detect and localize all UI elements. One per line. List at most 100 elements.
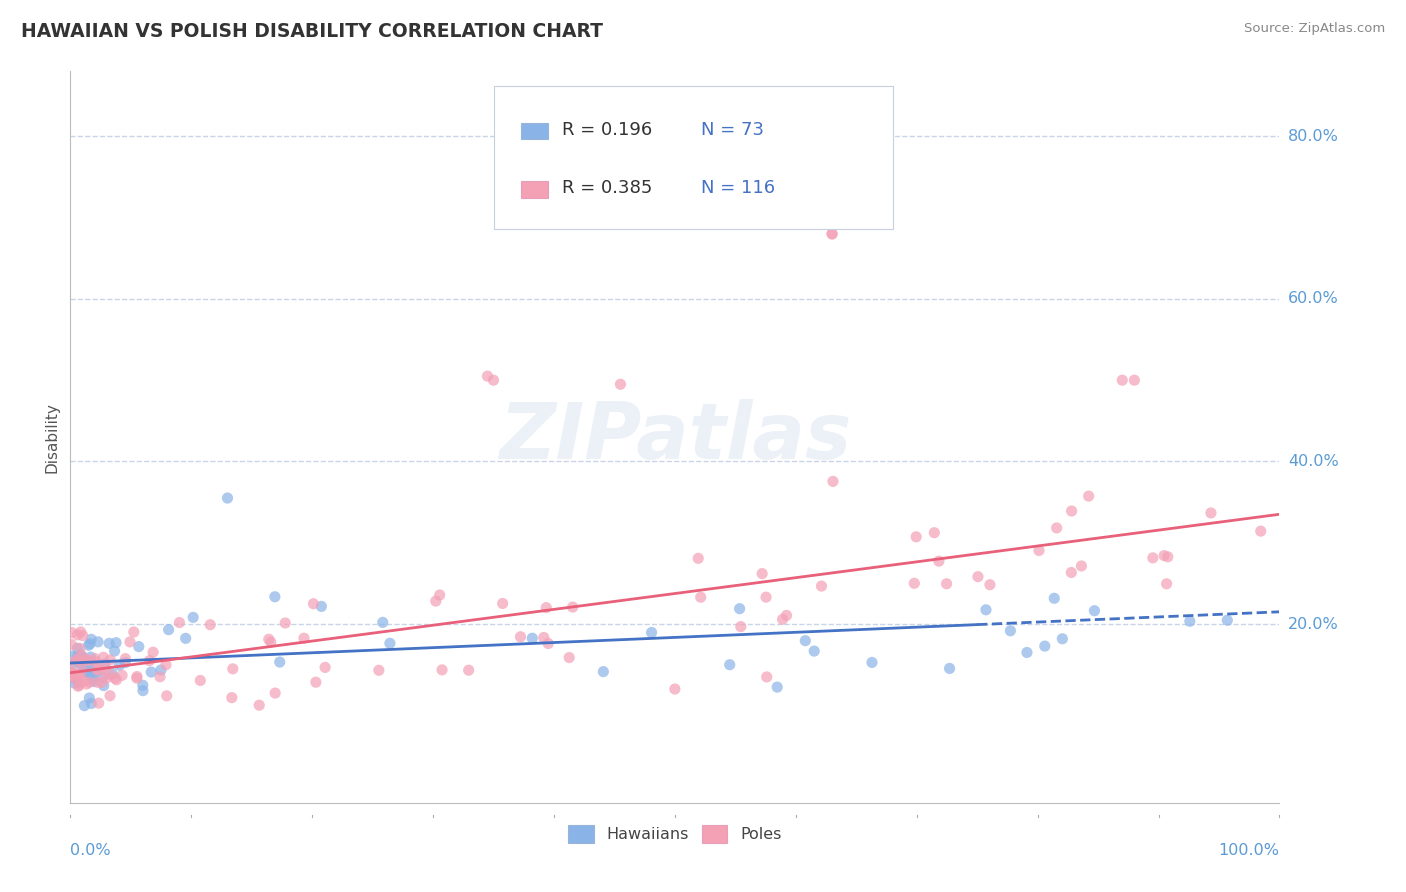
Point <box>1060 566 1083 580</box>
Text: R = 0.385: R = 0.385 <box>562 179 652 197</box>
Point <box>60 667 83 681</box>
Point <box>609 377 631 392</box>
Point <box>66 668 89 682</box>
Point <box>533 631 555 645</box>
Point <box>222 662 245 676</box>
Point <box>188 673 211 688</box>
Point <box>70 650 93 665</box>
Point <box>430 663 453 677</box>
Point <box>75 652 97 666</box>
Point <box>492 597 515 611</box>
Point <box>1153 549 1175 563</box>
Point <box>60 655 83 669</box>
Point <box>821 227 844 241</box>
Point <box>821 475 844 489</box>
Point <box>93 650 115 665</box>
Point <box>221 690 243 705</box>
Point <box>928 554 950 568</box>
Point <box>84 651 107 665</box>
Point <box>93 657 115 671</box>
Point <box>200 617 222 632</box>
Point <box>924 525 946 540</box>
Point <box>125 669 148 683</box>
Point <box>73 654 96 668</box>
Point <box>311 599 333 614</box>
Point <box>73 698 96 713</box>
Point <box>260 635 283 649</box>
Point <box>640 625 662 640</box>
Point <box>269 655 291 669</box>
Point <box>247 698 270 713</box>
Point <box>751 566 773 581</box>
Point <box>371 615 394 630</box>
Legend: Hawaiians, Poles: Hawaiians, Poles <box>562 819 787 850</box>
Point <box>77 667 100 681</box>
Point <box>718 657 741 672</box>
Point <box>98 667 121 681</box>
Point <box>522 631 544 645</box>
Point <box>142 645 165 659</box>
Point <box>66 667 89 681</box>
Point <box>132 678 155 692</box>
Text: 80.0%: 80.0% <box>1288 128 1339 144</box>
Point <box>810 579 832 593</box>
Point <box>477 369 499 384</box>
Point <box>60 670 83 684</box>
Point <box>305 675 328 690</box>
Text: R = 0.196: R = 0.196 <box>562 121 652 139</box>
Point <box>111 668 134 682</box>
Point <box>69 625 91 640</box>
Point <box>79 637 101 651</box>
Point <box>149 663 172 677</box>
Point <box>974 603 997 617</box>
Point <box>1199 506 1222 520</box>
Point <box>664 681 686 696</box>
Point <box>1043 591 1066 606</box>
Point <box>138 654 160 668</box>
Point <box>689 590 711 604</box>
Point <box>101 666 124 681</box>
Point <box>69 656 91 670</box>
Text: 40.0%: 40.0% <box>1288 454 1339 469</box>
Point <box>1123 373 1146 387</box>
Text: N = 116: N = 116 <box>702 179 776 197</box>
Point <box>1070 558 1092 573</box>
Point <box>1111 373 1133 387</box>
Point <box>70 662 93 676</box>
Point <box>118 635 141 649</box>
Point <box>82 672 104 686</box>
Point <box>169 615 191 630</box>
Text: Source: ZipAtlas.com: Source: ZipAtlas.com <box>1244 22 1385 36</box>
Point <box>592 665 614 679</box>
Point <box>86 663 108 677</box>
Point <box>979 578 1001 592</box>
Bar <box>522 181 548 197</box>
Point <box>69 641 91 656</box>
Point <box>67 653 90 667</box>
Point <box>76 666 98 681</box>
Point <box>772 612 794 626</box>
Point <box>938 661 960 675</box>
Point <box>1046 521 1069 535</box>
Point <box>821 227 844 241</box>
Point <box>103 644 125 658</box>
Point <box>1000 624 1022 638</box>
Point <box>537 636 560 650</box>
Point <box>67 678 90 692</box>
FancyBboxPatch shape <box>494 86 893 228</box>
Point <box>1157 549 1180 564</box>
Point <box>292 631 315 645</box>
Point <box>935 576 957 591</box>
Point <box>80 632 103 647</box>
Point <box>688 551 710 566</box>
Point <box>1052 632 1074 646</box>
Bar <box>522 123 548 139</box>
Point <box>104 671 127 685</box>
Point <box>125 671 148 685</box>
Point <box>105 636 128 650</box>
Point <box>90 675 112 690</box>
Point <box>264 686 287 700</box>
Point <box>60 665 83 680</box>
Point <box>775 608 797 623</box>
Point <box>77 661 100 675</box>
